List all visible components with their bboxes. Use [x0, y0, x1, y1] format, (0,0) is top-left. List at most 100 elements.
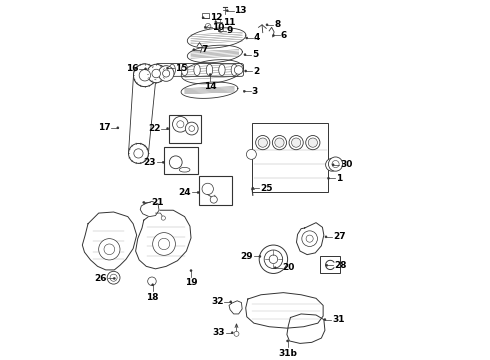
Circle shape	[158, 238, 170, 249]
Circle shape	[205, 23, 211, 29]
Circle shape	[332, 161, 339, 168]
Text: 26: 26	[95, 274, 107, 283]
Polygon shape	[181, 82, 238, 98]
Circle shape	[258, 138, 268, 147]
Circle shape	[170, 156, 182, 169]
Circle shape	[269, 255, 278, 264]
Circle shape	[209, 73, 211, 76]
Text: 25: 25	[260, 184, 272, 193]
Circle shape	[219, 27, 223, 32]
Circle shape	[259, 245, 288, 274]
Circle shape	[133, 64, 156, 87]
Circle shape	[274, 267, 276, 269]
Circle shape	[139, 69, 150, 81]
Circle shape	[325, 236, 327, 238]
Bar	[252, 123, 328, 193]
Text: 17: 17	[98, 123, 111, 132]
Text: 33: 33	[213, 328, 225, 337]
Circle shape	[287, 340, 289, 342]
Text: 30: 30	[340, 160, 353, 169]
Circle shape	[147, 277, 156, 285]
Text: 28: 28	[334, 261, 346, 270]
Text: 15: 15	[174, 64, 187, 73]
Bar	[199, 176, 231, 205]
Circle shape	[234, 66, 243, 74]
Ellipse shape	[194, 64, 200, 76]
Text: 29: 29	[240, 252, 253, 261]
Bar	[319, 256, 340, 274]
Polygon shape	[136, 210, 191, 269]
Text: 13: 13	[234, 6, 247, 15]
Circle shape	[302, 231, 318, 247]
Circle shape	[244, 54, 246, 56]
Polygon shape	[287, 314, 325, 343]
Circle shape	[161, 216, 166, 220]
Circle shape	[145, 68, 147, 70]
Text: 2: 2	[253, 67, 259, 76]
Ellipse shape	[181, 64, 188, 76]
Circle shape	[272, 135, 287, 150]
Circle shape	[153, 233, 175, 255]
Text: 24: 24	[178, 188, 191, 197]
Circle shape	[167, 127, 169, 130]
Circle shape	[234, 331, 239, 336]
Circle shape	[332, 164, 334, 166]
Circle shape	[117, 127, 119, 129]
Circle shape	[256, 135, 270, 150]
Circle shape	[264, 250, 283, 269]
Text: 16: 16	[126, 64, 139, 73]
Text: 21: 21	[151, 198, 163, 207]
Text: 7: 7	[201, 45, 207, 54]
Circle shape	[128, 144, 148, 163]
Circle shape	[328, 157, 343, 171]
Text: 20: 20	[282, 263, 294, 272]
Circle shape	[324, 319, 326, 321]
Polygon shape	[140, 201, 159, 217]
Text: 9: 9	[226, 26, 233, 35]
Circle shape	[243, 90, 245, 92]
Circle shape	[306, 135, 320, 150]
Circle shape	[306, 235, 313, 242]
Circle shape	[289, 135, 303, 150]
Circle shape	[230, 301, 232, 303]
Text: 5: 5	[252, 50, 258, 59]
Circle shape	[245, 37, 248, 39]
Circle shape	[275, 138, 284, 147]
Circle shape	[157, 66, 165, 74]
Text: 10: 10	[212, 23, 225, 32]
Circle shape	[204, 26, 206, 28]
Text: 8: 8	[274, 21, 280, 30]
Text: 19: 19	[185, 278, 197, 287]
Text: 6: 6	[280, 31, 287, 40]
Circle shape	[113, 277, 115, 279]
Polygon shape	[181, 60, 244, 84]
Text: 23: 23	[144, 158, 156, 167]
Circle shape	[252, 187, 254, 189]
Circle shape	[226, 10, 228, 12]
Circle shape	[245, 70, 247, 72]
Circle shape	[190, 270, 192, 272]
Bar	[202, 13, 209, 18]
Circle shape	[219, 30, 220, 32]
Text: 18: 18	[147, 293, 159, 302]
Text: 3: 3	[251, 87, 258, 96]
Circle shape	[162, 161, 164, 163]
Text: 31: 31	[332, 315, 344, 324]
Circle shape	[147, 64, 166, 83]
Text: 1: 1	[336, 174, 342, 183]
Text: 12: 12	[210, 13, 222, 22]
Circle shape	[266, 24, 268, 26]
Polygon shape	[82, 212, 137, 270]
Circle shape	[215, 21, 217, 23]
Circle shape	[143, 201, 145, 203]
Circle shape	[104, 244, 115, 255]
Circle shape	[210, 196, 217, 203]
Circle shape	[326, 158, 339, 171]
Circle shape	[231, 332, 233, 334]
Circle shape	[163, 70, 170, 77]
Circle shape	[110, 274, 117, 281]
Circle shape	[193, 49, 195, 51]
Circle shape	[185, 122, 198, 135]
Circle shape	[134, 149, 143, 158]
Circle shape	[202, 17, 204, 19]
